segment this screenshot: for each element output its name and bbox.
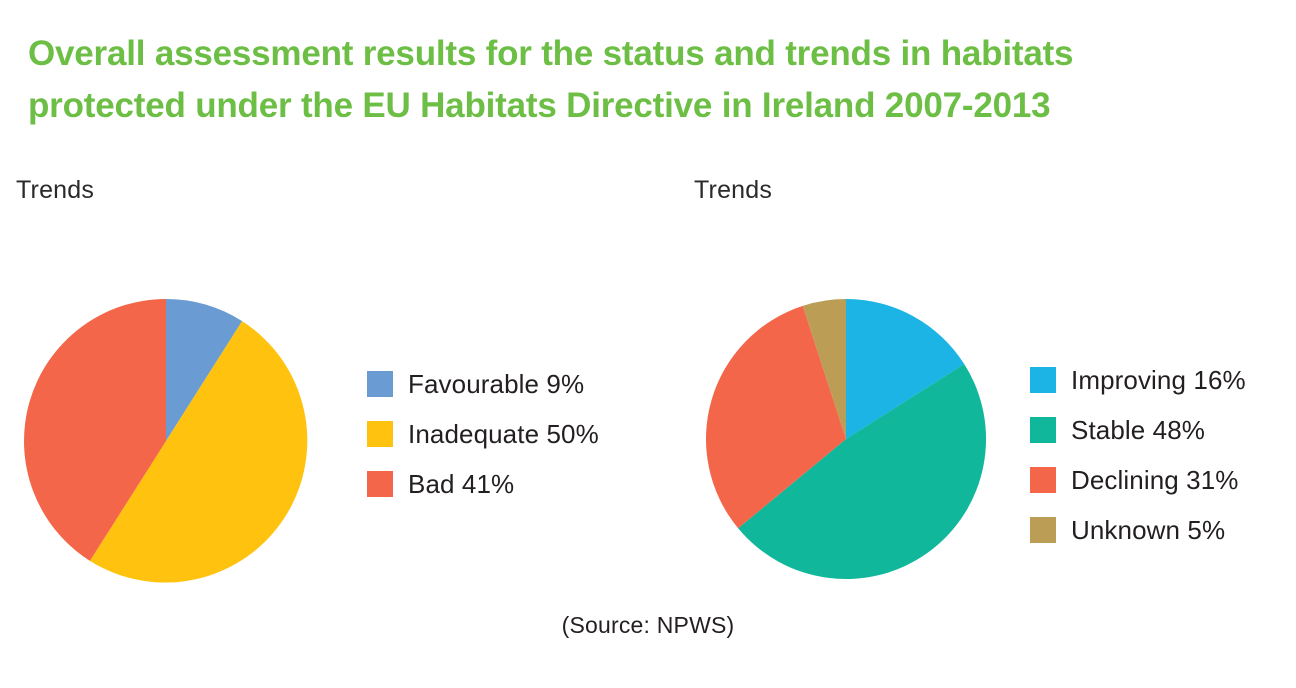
chart-body-left: Favourable 9% Inadequate 50% Bad 41% (12, 219, 652, 583)
legend-item-label: Declining 31% (1071, 464, 1239, 495)
pie-chart-trends (696, 289, 996, 589)
legend-item[interactable]: Bad 41% (367, 459, 599, 509)
legend-swatch-icon (1030, 467, 1056, 493)
chart-body-right: Improving 16% Stable 48% Declining 31% U… (690, 219, 1290, 580)
legend-status: Favourable 9% Inadequate 50% Bad 41% (367, 359, 599, 509)
pie-slice[interactable] (24, 299, 167, 561)
pie-slice[interactable] (738, 363, 987, 580)
legend-item-label: Inadequate 50% (408, 418, 599, 449)
pie-chart-status-svg (24, 299, 308, 583)
chart-label-right: Trends (694, 176, 773, 204)
legend-item[interactable]: Stable 48% (1030, 405, 1246, 455)
legend-item[interactable]: Improving 16% (1030, 355, 1246, 405)
pie-chart-status (16, 291, 316, 591)
pie-slice[interactable] (706, 305, 846, 529)
legend-swatch-icon (367, 421, 393, 447)
pie-chart-trends-svg (706, 299, 987, 580)
chart-panel-status: Trends Favourable 9% Inadequate 50% Bad … (12, 175, 652, 583)
legend-item[interactable]: Unknown 5% (1030, 505, 1246, 555)
legend-swatch-icon (367, 471, 393, 497)
chart-label-left: Trends (16, 176, 95, 204)
legend-item-label: Bad 41% (408, 468, 515, 499)
legend-item-label: Stable 48% (1071, 414, 1205, 445)
legend-item-label: Improving 16% (1071, 364, 1246, 395)
chart-panel-trends: Trends Improving 16% Stable 48% Declinin… (690, 175, 1290, 580)
pie-slice[interactable] (166, 299, 243, 441)
pie-slice[interactable] (846, 299, 965, 439)
legend-swatch-icon (1030, 517, 1056, 543)
legend-swatch-icon (1030, 367, 1056, 393)
legend-item[interactable]: Declining 31% (1030, 455, 1246, 505)
pie-slice[interactable] (89, 321, 308, 583)
pie-slice[interactable] (802, 299, 846, 439)
source-note: (Source: NPWS) (561, 612, 735, 638)
legend-swatch-icon (1030, 417, 1056, 443)
legend-item[interactable]: Inadequate 50% (367, 409, 599, 459)
legend-trends: Improving 16% Stable 48% Declining 31% U… (1030, 355, 1246, 555)
legend-item[interactable]: Favourable 9% (367, 359, 599, 409)
legend-item-label: Unknown 5% (1071, 514, 1226, 545)
page-title-line-2: protected under the EU Habitats Directiv… (28, 86, 1051, 125)
page-title-line-1: Overall assessment results for the statu… (28, 34, 1074, 73)
page-title: Overall assessment results for the statu… (28, 28, 1278, 132)
legend-item-label: Favourable 9% (408, 368, 585, 399)
legend-swatch-icon (367, 371, 393, 397)
